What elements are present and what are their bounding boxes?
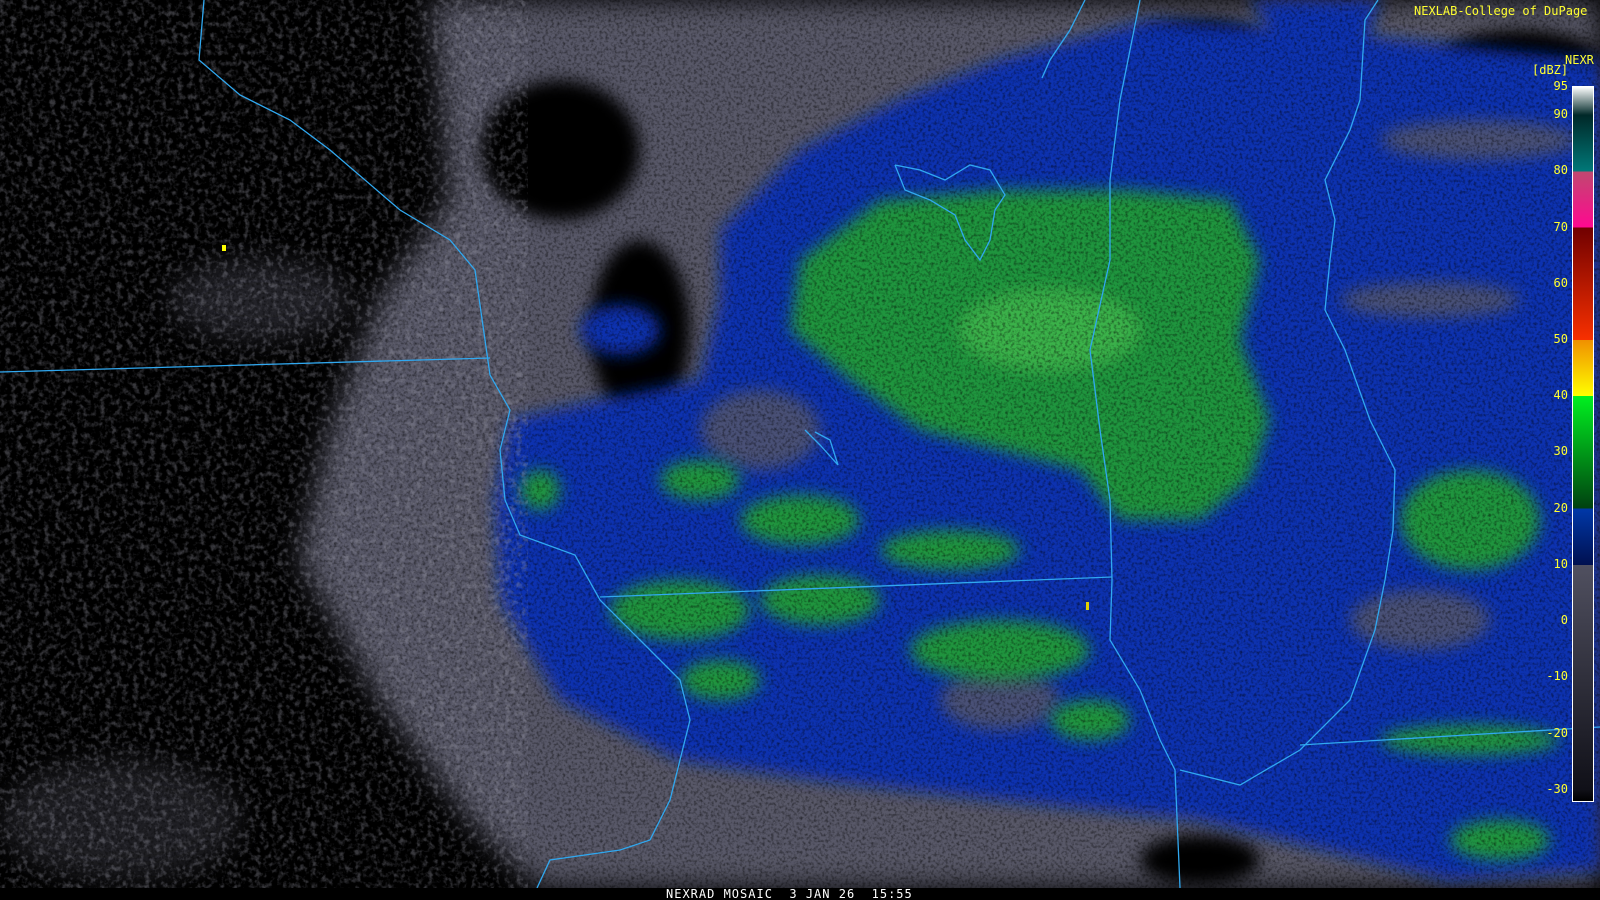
color-scale-tick: 80 xyxy=(1553,163,1568,178)
border-east-horizontal xyxy=(1299,726,1600,746)
color-scale-tick: 0 xyxy=(1560,613,1568,628)
color-scale-tick: 20 xyxy=(1553,500,1568,515)
color-scale-tick: 30 xyxy=(1553,444,1568,459)
border-north-shore xyxy=(1041,0,1086,79)
color-scale-tick: 70 xyxy=(1553,219,1568,234)
lake-shoreline xyxy=(894,164,1006,262)
color-scale-tick: 90 xyxy=(1553,107,1568,122)
border-mississippi-river xyxy=(198,0,691,888)
credit-label: NEXLAB-College of DuPage xyxy=(1414,4,1588,18)
lake-outline-small xyxy=(804,429,839,466)
color-scale-tick: -20 xyxy=(1546,725,1568,740)
color-scale-tick: -10 xyxy=(1546,669,1568,684)
footer-bar: NEXRAD MOSAIC 3 JAN 26 15:55 xyxy=(0,888,1600,900)
color-scale-bar xyxy=(1572,86,1594,802)
border-central-horizontal xyxy=(599,576,1113,598)
sparse-returns xyxy=(0,0,480,888)
product-label: NEXR xyxy=(1565,53,1594,67)
lake-michigan-shoreline xyxy=(1179,0,1396,786)
color-scale-tick: -30 xyxy=(1546,781,1568,796)
color-scale-tick: 60 xyxy=(1553,275,1568,290)
unit-label: [dBZ] xyxy=(1532,63,1569,77)
reflectivity-spot xyxy=(222,245,226,251)
color-scale-tick: 10 xyxy=(1553,556,1568,571)
border-west-horizontal xyxy=(0,357,491,373)
color-scale-tick: 50 xyxy=(1553,331,1568,346)
footer-caption: NEXRAD MOSAIC 3 JAN 26 15:55 xyxy=(666,887,913,900)
color-scale-tick: 95 xyxy=(1553,79,1568,93)
reflectivity-spot xyxy=(1086,602,1089,610)
border-illinois-indiana xyxy=(1089,0,1181,888)
color-scale-tick: 40 xyxy=(1553,388,1568,403)
